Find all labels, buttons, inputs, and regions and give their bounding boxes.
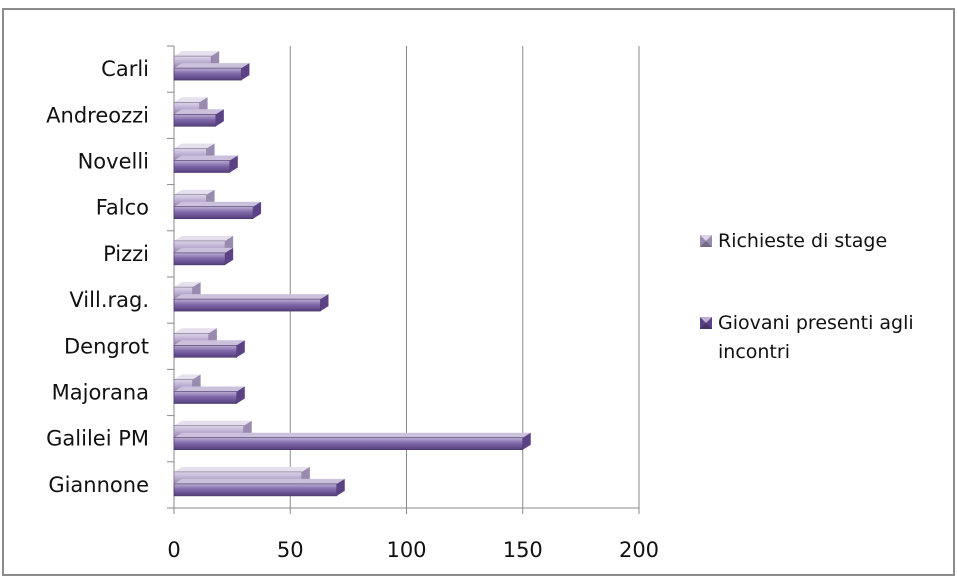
- category-label: Novelli: [78, 150, 149, 174]
- bar-giovani-3: [174, 340, 245, 357]
- bar-giovani-5: [174, 248, 233, 265]
- category-label: Vill.rag.: [69, 288, 149, 312]
- legend-entry-giovani: Giovani presenti agli incontri: [700, 312, 914, 363]
- bar-giovani-8: [174, 109, 224, 126]
- x-tick-label: 100: [386, 538, 426, 562]
- bar-giovani-0: [174, 479, 345, 496]
- bar-giovani-1: [174, 433, 531, 450]
- category-label: Falco: [96, 196, 149, 220]
- y-axis-category-labels: Giannone Galilei PM Majorana Dengrot Vill.ra…: [46, 57, 149, 497]
- legend-label: Richieste di stage: [718, 230, 887, 252]
- bar-giovani-6: [174, 202, 261, 219]
- x-tick-label: 150: [503, 538, 543, 562]
- bar-giovani-7: [174, 156, 238, 173]
- legend-swatch: [700, 235, 712, 247]
- legend: Richieste di stage Giovani presenti agli i…: [700, 230, 914, 363]
- category-label: Andreozzi: [46, 103, 149, 127]
- legend-swatch: [700, 317, 712, 329]
- category-label: Pizzi: [103, 242, 149, 266]
- bar-giovani-9: [174, 63, 249, 80]
- x-axis-tick-labels: 0 50 100 150 200: [167, 538, 659, 562]
- x-tick-label: 50: [277, 538, 304, 562]
- category-label: Carli: [101, 57, 149, 81]
- category-label: Majorana: [52, 381, 149, 405]
- bar-giovani-2: [174, 387, 245, 404]
- legend-entry-richieste: Richieste di stage: [700, 230, 887, 252]
- x-tick-label: 200: [619, 538, 659, 562]
- x-tick-label: 0: [167, 538, 180, 562]
- category-label: Galilei PM: [46, 427, 149, 451]
- bars: [174, 51, 531, 496]
- bar-giovani-4: [174, 294, 328, 311]
- legend-label: Giovani presenti agli incontri: [718, 312, 914, 363]
- category-label: Dengrot: [64, 334, 149, 358]
- category-label: Giannone: [48, 473, 149, 497]
